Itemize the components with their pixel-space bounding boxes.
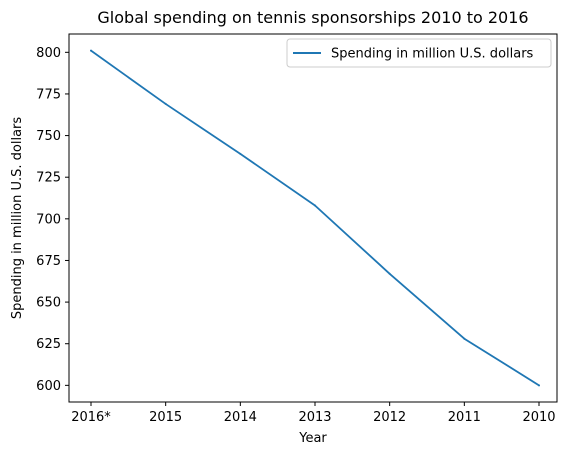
y-tick-label: 725 bbox=[36, 171, 61, 186]
y-tick-label: 625 bbox=[36, 337, 61, 352]
series-layer bbox=[90, 49, 540, 387]
y-tick-label: 700 bbox=[36, 212, 61, 227]
x-tick-label: 2015 bbox=[149, 410, 182, 425]
chart-title: Global spending on tennis sponsorships 2… bbox=[97, 8, 528, 27]
data-point bbox=[239, 152, 242, 155]
x-tick-label: 2014 bbox=[224, 410, 257, 425]
x-tick-label: 2012 bbox=[373, 410, 406, 425]
y-tick-label: 800 bbox=[36, 46, 61, 61]
data-point bbox=[538, 384, 540, 387]
y-tick-label: 600 bbox=[36, 379, 61, 394]
legend-label: Spending in million U.S. dollars bbox=[331, 47, 534, 62]
y-tick-label: 775 bbox=[36, 87, 61, 102]
y-tick-label: 650 bbox=[36, 296, 61, 311]
x-tick-label: 2010 bbox=[522, 410, 555, 425]
x-tick-label: 2013 bbox=[298, 410, 331, 425]
x-axis-label: Year bbox=[298, 431, 327, 446]
x-tick-label: 2016* bbox=[71, 410, 111, 425]
data-point bbox=[314, 204, 316, 207]
plot-area bbox=[68, 33, 558, 403]
data-point bbox=[388, 272, 391, 275]
data-point bbox=[463, 337, 466, 340]
y-axis: 600 625 650 675 700 725 750 775 800 bbox=[36, 46, 69, 394]
y-tick-label: 675 bbox=[36, 254, 61, 269]
data-point bbox=[90, 49, 92, 52]
legend-box bbox=[286, 38, 552, 68]
y-axis-label: Spending in million U.S. dollars bbox=[10, 117, 25, 320]
x-tick-label: 2011 bbox=[448, 410, 481, 425]
data-point bbox=[164, 102, 167, 105]
legend: Spending in million U.S. dollars bbox=[286, 38, 552, 68]
y-tick-label: 750 bbox=[36, 129, 61, 144]
x-axis: 2016* 2015 2014 2013 2012 2011 2010 bbox=[71, 402, 556, 425]
